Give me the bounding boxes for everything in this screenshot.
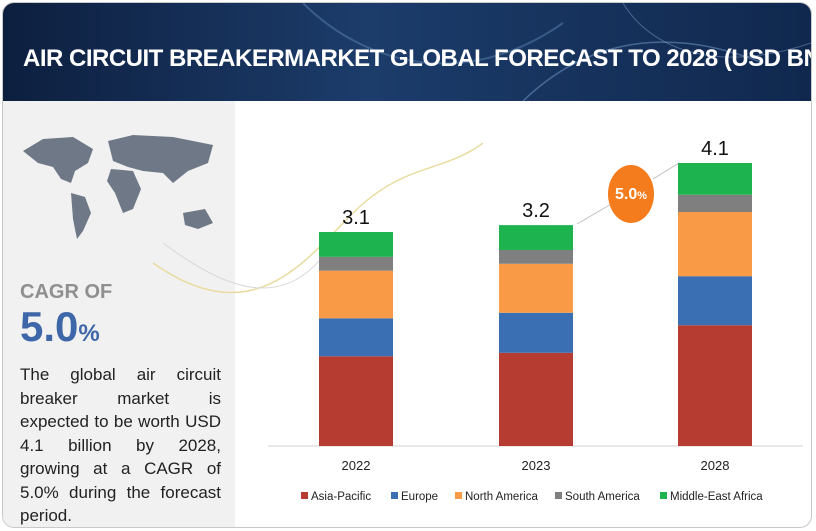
trend-line [576, 202, 614, 225]
bar-segment [678, 194, 752, 213]
summary-panel: CAGR OF 5.0% The global air circuit brea… [3, 101, 235, 527]
cagr-value: 5.0% [20, 303, 100, 351]
chart: 5.0% 3.1 2022 3.2 2023 4.1 2028 Asia-Pacific Eu… [152, 138, 803, 503]
bar-segment [319, 356, 393, 446]
cagr-unit: % [78, 320, 100, 347]
legend-swatch [301, 492, 308, 499]
bar-segment [499, 249, 573, 264]
cagr-bubble-number: 5.0 [615, 186, 637, 203]
legend-label: Middle-East Africa [670, 491, 763, 503]
cagr-number: 5.0 [20, 303, 79, 350]
x-tick-label: 2022 [342, 458, 371, 473]
bar-segment [319, 318, 393, 357]
legend-label: Europe [401, 491, 438, 503]
bar-segment [319, 256, 393, 271]
bar-segment [499, 225, 573, 250]
x-tick-label: 2023 [522, 458, 551, 473]
world-map [23, 135, 213, 239]
bar-segment [499, 352, 573, 446]
bar-segment [678, 163, 752, 195]
title: AIR CIRCUIT BREAKERMARKET GLOBAL FORECAS… [23, 45, 812, 72]
bar-segment [499, 312, 573, 353]
legend-label: North America [465, 491, 538, 503]
legend-swatch [455, 492, 462, 499]
legend-swatch [660, 492, 667, 499]
header-decoration [302, 3, 811, 101]
bar-segment [678, 276, 752, 326]
bar-segment [499, 263, 573, 313]
header: AIR CIRCUIT BREAKERMARKET GLOBAL FORECAS… [3, 3, 811, 101]
bar-segment [678, 212, 752, 277]
cagr-bubble-unit: % [637, 190, 647, 202]
total-label: 3.2 [522, 200, 550, 222]
cagr-bubble [608, 165, 654, 223]
cagr-bubble-label: 5.0% [615, 186, 647, 203]
total-label: 4.1 [701, 138, 729, 160]
legend-swatch [391, 492, 398, 499]
trend-line [652, 162, 680, 180]
legend-label: South America [565, 491, 640, 503]
description: The global air circuit breaker market is… [20, 365, 221, 525]
total-label: 3.1 [342, 207, 370, 229]
bar-segment [678, 325, 752, 446]
legend-label: Asia-Pacific [311, 491, 371, 503]
bar-segment [319, 270, 393, 319]
cagr-label: CAGR OF [20, 281, 113, 303]
bar-segment [319, 232, 393, 257]
legend-swatch [555, 492, 562, 499]
x-tick-label: 2028 [701, 458, 730, 473]
